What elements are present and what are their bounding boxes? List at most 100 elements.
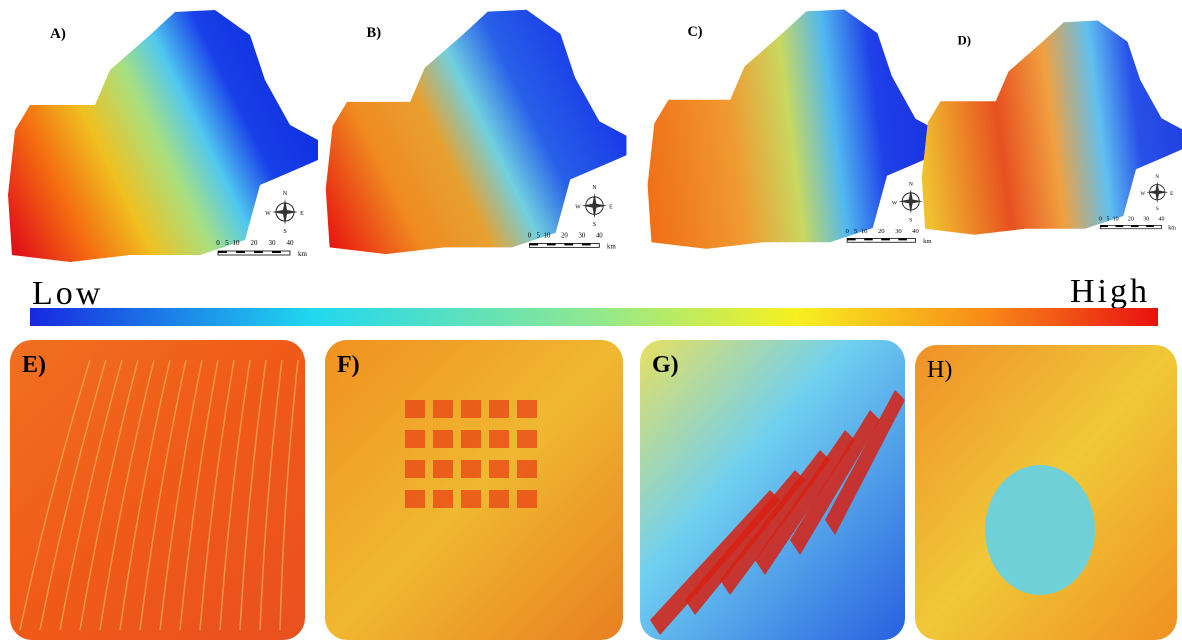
zoom-label: F): [337, 352, 360, 378]
scale-tick: 20: [251, 239, 259, 247]
scale-tick: 10: [1113, 216, 1119, 222]
compass-letter: E: [300, 211, 304, 217]
scale-tick: 10: [233, 239, 241, 247]
field: [405, 460, 425, 478]
compass-letter: N: [909, 181, 913, 187]
scale-seg: [1130, 225, 1139, 228]
slope: [685, 470, 805, 615]
field: [433, 490, 453, 508]
compass-letter: E: [609, 205, 613, 211]
slope: [790, 410, 880, 555]
ridge: [99, 359, 155, 631]
scale-seg: [581, 243, 591, 246]
region-map: [325, 9, 627, 255]
scale-tick: 30: [895, 228, 902, 235]
field: [489, 430, 509, 448]
field: [433, 400, 453, 418]
scale-seg: [529, 243, 539, 246]
panel-label: A): [50, 26, 66, 42]
scale-tick: 5: [536, 233, 540, 240]
field: [433, 460, 453, 478]
scale-seg: [1115, 225, 1124, 228]
slope: [720, 450, 830, 595]
ridge: [19, 359, 91, 631]
panel-label: C): [688, 24, 703, 40]
compass-star: [898, 189, 924, 214]
scale-tick: 40: [912, 228, 919, 235]
ridge: [139, 359, 187, 631]
field: [489, 400, 509, 418]
scale-seg: [881, 238, 890, 241]
field: [517, 460, 537, 478]
scale-seg: [847, 238, 856, 241]
scale-tick: 5: [1106, 216, 1109, 222]
ridge: [159, 359, 203, 631]
region-map: [921, 20, 1182, 235]
scale-seg: [564, 243, 574, 246]
compass: N S E W: [1140, 174, 1173, 212]
field: [489, 460, 509, 478]
ridge: [179, 359, 219, 631]
compass-letter: S: [593, 222, 596, 228]
panel-label: B): [367, 25, 382, 41]
scale-tick: 20: [878, 228, 885, 235]
field: [405, 490, 425, 508]
field: [461, 400, 481, 418]
field: [517, 490, 537, 508]
scale-tick: 0: [216, 239, 220, 247]
scale-tick: 0: [528, 233, 532, 240]
scale-seg: [1100, 225, 1108, 228]
legend-high: High: [1070, 273, 1150, 310]
scale-tick: 5: [225, 239, 229, 247]
compass-letter: W: [265, 211, 271, 217]
field: [405, 430, 425, 448]
slope: [755, 430, 855, 575]
compass: N S E W: [265, 191, 304, 235]
legend-low: Low: [32, 275, 103, 312]
scale-unit: km: [923, 238, 932, 245]
field: [461, 430, 481, 448]
scale-tick: 10: [544, 233, 551, 240]
compass-letter: W: [892, 200, 898, 206]
scale-tick: 20: [1128, 216, 1134, 222]
field: [517, 400, 537, 418]
compass-star: [272, 199, 298, 225]
compass-letter: N: [592, 185, 597, 191]
field: [489, 490, 509, 508]
scale-unit: km: [607, 243, 616, 250]
map-panel: B) N S E W 0 5 10 20 30 40 km: [325, 9, 627, 255]
compass-letter: E: [1170, 191, 1173, 197]
scale-seg: [272, 251, 281, 253]
compass: N S E W: [575, 185, 613, 228]
compass-letter: S: [283, 229, 286, 235]
compass-letter: N: [1155, 174, 1159, 180]
compass-letter: S: [1156, 206, 1159, 212]
scale-seg: [898, 238, 907, 241]
field: [433, 430, 453, 448]
scale-seg: [864, 238, 873, 241]
field: [405, 400, 425, 418]
compass-letter: W: [1140, 191, 1145, 197]
scale-seg: [1146, 225, 1154, 228]
scale-seg: [236, 251, 245, 253]
compass-letter: N: [283, 191, 288, 197]
scale-unit: km: [1168, 226, 1176, 232]
zoom-image: [10, 340, 305, 640]
panel-label: D): [958, 33, 971, 47]
scale-tick: 0: [845, 228, 849, 235]
scale-tick: 40: [596, 233, 603, 240]
ridge: [279, 359, 299, 631]
legend-bar: [30, 308, 1158, 326]
scale-tick: 30: [1143, 216, 1149, 222]
field: [517, 430, 537, 448]
ridge: [39, 359, 107, 631]
ridge: [79, 359, 139, 631]
field: [461, 460, 481, 478]
ridge: [219, 359, 251, 631]
scale-tick: 30: [269, 239, 277, 247]
